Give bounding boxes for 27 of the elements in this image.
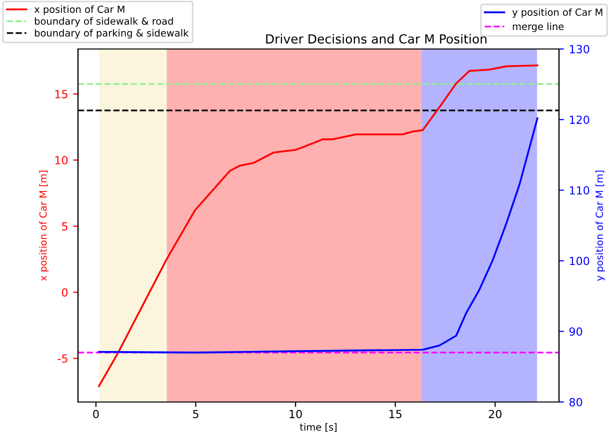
y-tick-label: 5 [62,222,68,231]
y2-axis-title: y position of Car M [m] [595,170,605,281]
legend-label: x position of Car M [34,5,124,15]
y2-tick-label: 80 [569,398,582,406]
chart-title: Driver Decisions and Car M Position [266,34,486,44]
legend-label: boundary of parking & sidewalk [34,29,189,38]
y-tick-label: -5 [58,354,68,363]
y2-tick-label: 90 [569,327,582,336]
y2-tick-label: 110 [570,186,590,195]
x-axis-title: time [s] [300,423,337,432]
x-tick-label: 20 [488,410,502,418]
x-tick-label: 15 [389,410,402,418]
y-axis-title: x position of Car M [m] [39,170,49,281]
legend-label: y position of Car M [512,8,602,18]
legend-label: merge line [512,22,564,32]
y2-tick-label: 130 [570,44,590,54]
x-tick-label: 0 [93,410,99,418]
x-tick-label: 5 [193,410,198,418]
legend-label: boundary of sidewalk & road [34,17,173,27]
y2-tick-label: 100 [570,256,590,266]
y-tick-label: 15 [55,90,68,98]
y2-tick-label: 120 [570,116,590,124]
line-series [98,117,538,354]
y-tick-label: 10 [55,156,68,164]
line-series [98,64,538,388]
y-tick-label: 0 [62,288,68,297]
x-tick-label: 10 [290,410,302,418]
